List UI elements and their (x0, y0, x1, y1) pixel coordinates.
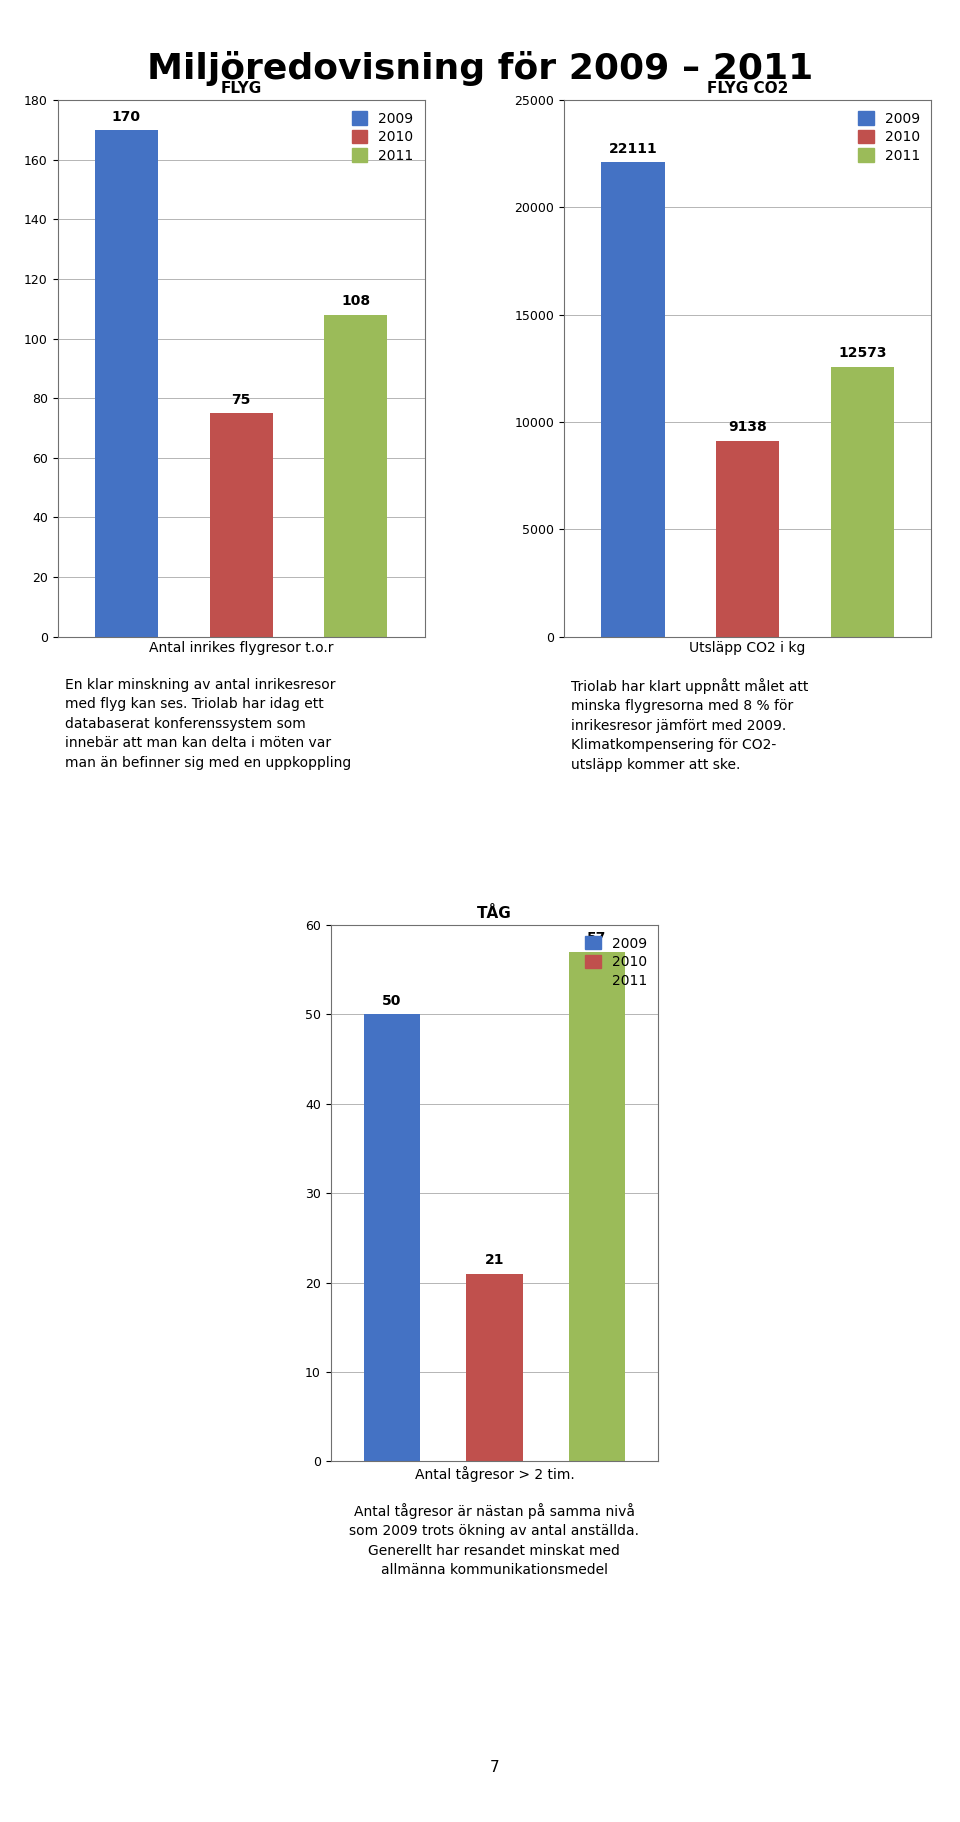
Legend: 2009, 2010, 2011: 2009, 2010, 2011 (582, 931, 651, 991)
Legend: 2009, 2010, 2011: 2009, 2010, 2011 (348, 107, 418, 168)
Text: 57: 57 (588, 931, 607, 946)
Title: FLYG: FLYG (221, 82, 262, 97)
X-axis label: Antal inrikes flygresor t.o.r: Antal inrikes flygresor t.o.r (149, 641, 333, 654)
Bar (95, 129, 158, 636)
Bar (830, 366, 894, 636)
Bar (601, 162, 664, 636)
Bar (209, 414, 273, 636)
Text: En klar minskning av antal inrikesresor
med flyg kan ses. Triolab har idag ett
d: En klar minskning av antal inrikesresor … (65, 678, 351, 771)
Title: FLYG CO2: FLYG CO2 (707, 82, 788, 97)
Text: 12573: 12573 (838, 346, 887, 361)
Legend: 2009, 2010, 2011: 2009, 2010, 2011 (854, 107, 924, 168)
X-axis label: Utsläpp CO2 i kg: Utsläpp CO2 i kg (689, 641, 805, 654)
X-axis label: Antal tågresor > 2 tim.: Antal tågresor > 2 tim. (415, 1465, 574, 1481)
Text: 22111: 22111 (609, 142, 658, 155)
Text: 50: 50 (382, 995, 401, 1008)
Text: Miljöredovisning för 2009 – 2011: Miljöredovisning för 2009 – 2011 (147, 51, 813, 86)
Bar (716, 441, 780, 636)
Text: Triolab har klart uppnått målet att
minska flygresorna med 8 % för
inrikesresor : Triolab har klart uppnått målet att mins… (571, 678, 809, 773)
Text: 108: 108 (341, 295, 371, 308)
Bar (568, 951, 625, 1461)
Text: 7: 7 (490, 1760, 499, 1775)
Text: 75: 75 (231, 394, 251, 406)
Text: 9138: 9138 (729, 421, 767, 434)
Bar (364, 1015, 420, 1461)
Text: Antal tågresor är nästan på samma nivå
som 2009 trots ökning av antal anställda.: Antal tågresor är nästan på samma nivå s… (349, 1503, 639, 1578)
Title: TÅG: TÅG (477, 906, 512, 922)
Bar (467, 1274, 522, 1461)
Bar (324, 315, 388, 636)
Text: 21: 21 (485, 1254, 504, 1268)
Text: 170: 170 (112, 109, 141, 124)
